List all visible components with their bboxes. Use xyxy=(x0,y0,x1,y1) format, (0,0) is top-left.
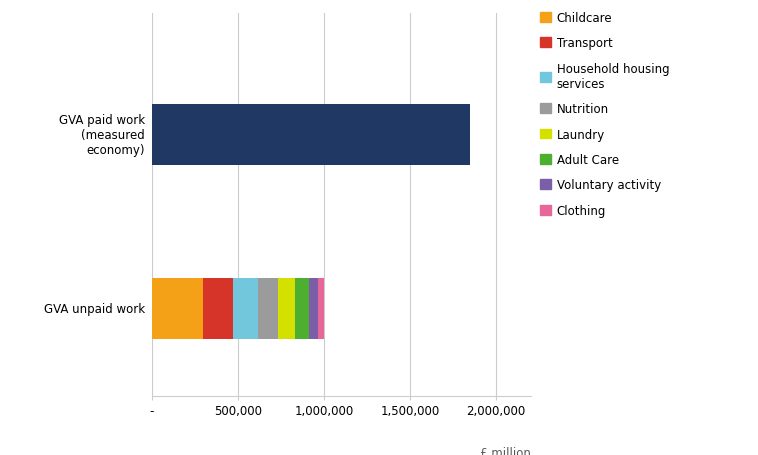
Legend: Childcare, Transport, Household housing
services, Nutrition, Laundry, Adult Care: Childcare, Transport, Household housing … xyxy=(540,12,669,217)
Text: £ million: £ million xyxy=(480,445,531,455)
Bar xyxy=(278,278,296,339)
Bar xyxy=(296,278,309,339)
Bar xyxy=(203,278,233,339)
Bar xyxy=(152,105,470,166)
Bar xyxy=(309,278,318,339)
Bar xyxy=(233,278,258,339)
Bar xyxy=(258,278,278,339)
Bar xyxy=(152,278,203,339)
Bar xyxy=(318,278,324,339)
